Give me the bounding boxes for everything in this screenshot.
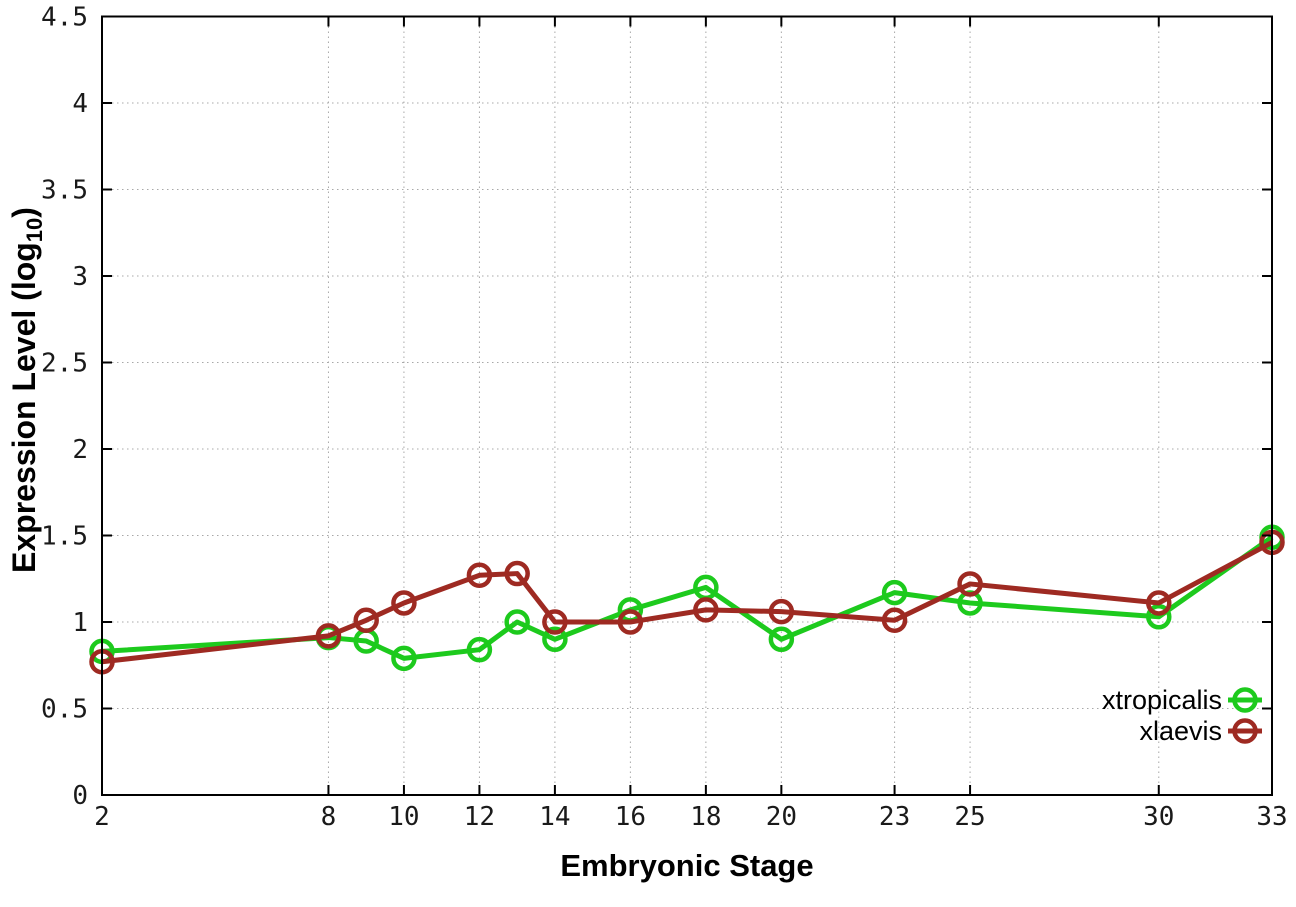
legend-marker-xlaevis xyxy=(1232,718,1258,744)
gridlines xyxy=(101,16,1273,796)
axes-and-ticks xyxy=(101,15,1273,796)
data-series xyxy=(89,524,1285,675)
data-point-xtropicalis xyxy=(466,636,493,663)
series-xlaevis xyxy=(89,529,1285,675)
legend-marker-xtropicalis xyxy=(1232,687,1258,713)
x-tick-label: 20 xyxy=(766,802,797,832)
data-point-xtropicalis xyxy=(768,626,795,653)
data-point-xtropicalis xyxy=(1146,604,1172,630)
y-tick-label: 1 xyxy=(72,608,88,638)
data-point-xlaevis xyxy=(693,597,719,623)
y-tick-label: 0.5 xyxy=(41,695,88,725)
x-axis-title: Embryonic Stage xyxy=(560,848,814,883)
data-point-xlaevis xyxy=(542,609,568,635)
y-tick-label: 4 xyxy=(72,89,88,119)
data-point-xlaevis xyxy=(391,590,417,616)
data-point-xlaevis xyxy=(957,571,983,597)
x-tick-label: 2 xyxy=(94,802,110,832)
y-axis-title-subscript: 10 xyxy=(22,217,47,243)
y-tick-label: 2.5 xyxy=(41,349,88,379)
data-point-xtropicalis xyxy=(504,609,530,635)
x-tick-label: 16 xyxy=(615,802,646,832)
data-point-xlaevis xyxy=(617,609,644,635)
x-tick-label: 30 xyxy=(1143,802,1174,832)
data-point-xlaevis xyxy=(353,607,379,634)
x-tick-label: 8 xyxy=(321,802,337,832)
data-point-xtropicalis xyxy=(881,579,908,606)
data-point-xlaevis xyxy=(1146,590,1172,616)
x-tick-label: 12 xyxy=(464,802,495,832)
x-tick-label: 25 xyxy=(954,802,985,832)
y-tick-label: 3.5 xyxy=(41,176,88,206)
plot-border xyxy=(101,15,1273,796)
y-tick-label: 1.5 xyxy=(41,522,88,552)
data-point-xtropicalis xyxy=(391,645,417,672)
data-point-xlaevis xyxy=(504,560,530,587)
y-tick-label: 2 xyxy=(72,435,88,465)
y-tick-label: 3 xyxy=(72,262,88,292)
data-point-xlaevis xyxy=(315,623,342,649)
data-point-xlaevis xyxy=(881,607,908,634)
y-axis-title-suffix: ) xyxy=(6,207,42,218)
x-tick-label: 18 xyxy=(690,802,721,832)
y-axis-title-text: Expression Level (log xyxy=(6,242,42,573)
x-tick-label: 14 xyxy=(539,802,570,832)
data-point-xlaevis xyxy=(466,562,493,589)
y-tick-label: 0 xyxy=(72,781,88,811)
x-tick-label: 33 xyxy=(1256,802,1287,832)
tick-labels: 2 8 10 12 14 16 18 20 23 25 30 33 0 0.5 1 1.5 2 2.5 3 3.5 4 4… xyxy=(41,3,1288,833)
x-tick-label: 10 xyxy=(388,802,419,832)
series-line-xlaevis xyxy=(101,540,1274,665)
y-axis-title: Expression Level (log10) xyxy=(6,207,48,573)
legend-label-xtropicalis: xtropicalis xyxy=(1102,685,1222,715)
y-tick-label: 4.5 xyxy=(41,3,88,33)
data-point-xtropicalis xyxy=(542,626,568,653)
x-tick-label: 23 xyxy=(879,802,910,832)
data-point-xlaevis xyxy=(768,598,795,625)
legend-label-xlaevis: xlaevis xyxy=(1139,716,1222,746)
